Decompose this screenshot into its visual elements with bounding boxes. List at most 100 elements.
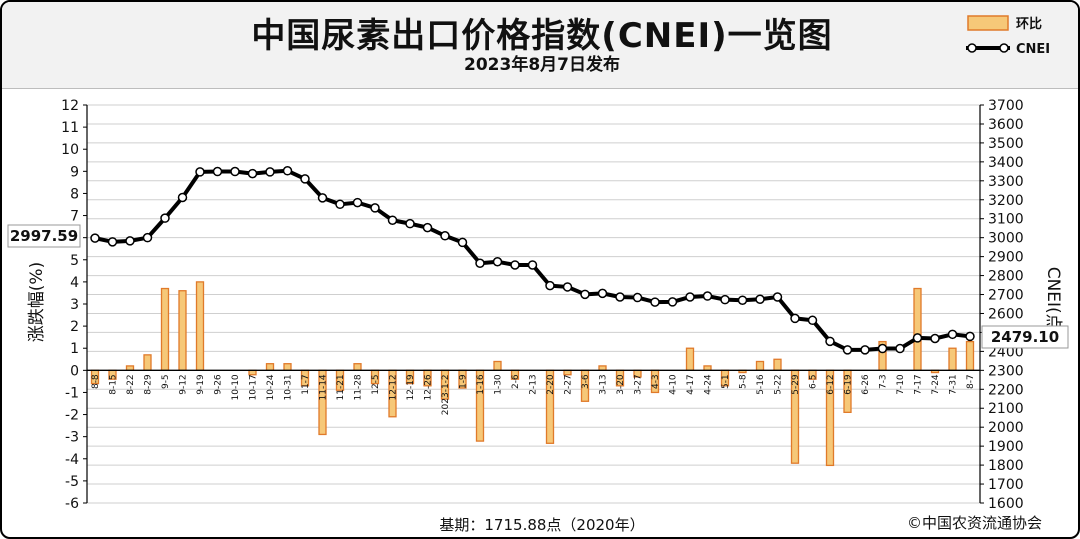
cnei-point — [160, 213, 170, 223]
cnei-point — [457, 237, 468, 248]
plot-area — [87, 105, 980, 503]
left-tick-label: -1 — [65, 385, 79, 401]
x-tick-label: 5-8 — [739, 374, 749, 389]
cnei-point — [387, 215, 398, 225]
x-tick-label: 3-13 — [599, 374, 609, 394]
x-tick-label: 7-31 — [949, 374, 959, 394]
legend: 环比 CNEI — [966, 15, 1050, 57]
x-tick-label: 7-24 — [931, 374, 941, 395]
header — [2, 2, 1078, 89]
cnei-point — [737, 295, 748, 305]
cnei-point — [177, 192, 188, 203]
x-tick-label: 5-29 — [791, 374, 801, 395]
x-tick-label: 8-7 — [966, 374, 976, 389]
x-tick-label: 9-26 — [214, 374, 224, 395]
left-tick-label: -5 — [65, 474, 79, 490]
bar — [685, 347, 695, 371]
footer-base: 基期：1715.88点（2020年） — [439, 516, 644, 534]
legend-bar-swatch — [967, 15, 1009, 31]
right-tick-label: 2300 — [988, 363, 1024, 379]
x-tick-label: 2-6 — [511, 374, 521, 389]
cnei-point — [685, 292, 695, 302]
right-tick-label: 3600 — [988, 117, 1024, 133]
bar — [178, 290, 187, 371]
cnei-point — [632, 292, 643, 303]
chart-subtitle: 2023年8月7日发布 — [464, 55, 620, 75]
x-tick-label: 2-27 — [564, 374, 574, 394]
x-tick-label: 8-22 — [126, 374, 136, 394]
bar — [493, 360, 502, 371]
right-tick-label: 3000 — [988, 231, 1024, 247]
left-tick-label: 8 — [70, 186, 79, 202]
left-tick-label: 0 — [70, 363, 79, 379]
left-tick-label: 4 — [70, 275, 79, 291]
x-tick-label: 8-8 — [91, 374, 101, 389]
x-tick-label: 6-19 — [844, 374, 854, 395]
cnei-point — [755, 294, 765, 305]
x-axis-ticks: 8-8 8-15 8-22 8-29 9-5 9-12 9-19 9-26 10-10 10-17… — [91, 374, 976, 415]
right-tick-label: 2200 — [988, 382, 1024, 398]
x-tick-label: 11-21 — [336, 374, 346, 400]
bar — [948, 347, 957, 371]
left-tick-label: 3 — [70, 297, 79, 313]
x-tick-label: 4-3 — [651, 374, 661, 389]
cnei-point — [90, 233, 100, 243]
line-series — [90, 166, 975, 355]
left-tick-label: -2 — [65, 408, 79, 424]
left-tick-label: -4 — [65, 452, 79, 468]
right-tick-label: 1700 — [988, 477, 1024, 493]
cnei-point — [510, 260, 520, 270]
cnei-point — [860, 345, 870, 355]
x-tick-label: 2023-1-2 — [441, 374, 451, 415]
right-tick-label: 3700 — [988, 98, 1024, 114]
x-tick-label: 5-1 — [721, 374, 731, 389]
x-tick-label: 2-20 — [546, 374, 556, 395]
cnei-point — [545, 280, 555, 291]
legend-line-marker-right — [999, 43, 1009, 53]
cnei-point — [597, 288, 608, 299]
x-tick-label: 12-19 — [406, 374, 416, 400]
left-tick-label: 12 — [61, 98, 79, 114]
x-tick-label: 12-26 — [424, 374, 434, 400]
x-tick-label: 5-22 — [774, 374, 784, 394]
left-tick-label: 7 — [70, 209, 79, 225]
cnei-point — [790, 313, 800, 324]
right-tick-label: 1900 — [988, 439, 1024, 455]
x-tick-label: 3-6 — [581, 374, 591, 389]
bar — [773, 358, 782, 371]
x-tick-label: 5-16 — [756, 374, 766, 395]
x-tick-label: 3-27 — [634, 374, 644, 394]
cnei-point — [335, 199, 345, 210]
bar — [913, 287, 922, 371]
cnei-point — [842, 345, 853, 355]
callout-last-box — [981, 325, 1069, 349]
bar — [965, 340, 975, 371]
right-tick-label: 3100 — [988, 212, 1024, 228]
x-tick-label: 1-9 — [459, 374, 469, 389]
cnei-point — [615, 292, 625, 302]
x-tick-label: 3-20 — [616, 374, 626, 395]
right-tick-label: 3500 — [988, 136, 1024, 152]
cnei-point — [352, 197, 363, 208]
left-tick-label: 9 — [70, 164, 79, 180]
x-tick-label: 1-16 — [476, 374, 486, 395]
x-tick-label: 9-19 — [196, 374, 206, 395]
cnei-point — [440, 231, 450, 241]
left-tick-label: 10 — [61, 142, 79, 158]
left-tick-label: 11 — [61, 120, 79, 136]
bar — [265, 363, 275, 371]
x-tick-label: 12-5 — [371, 374, 381, 394]
cnei-point — [912, 333, 923, 343]
bar — [353, 363, 362, 371]
cnei-point — [965, 331, 975, 342]
cnei-point — [300, 174, 310, 184]
x-tick-label: 9-5 — [161, 374, 171, 389]
bar — [283, 363, 292, 371]
bar — [143, 354, 152, 371]
chart-title: 中国尿素出口价格指数(CNEI)一览图 — [251, 16, 833, 56]
left-tick-label: 5 — [70, 253, 79, 269]
cnei-point — [195, 167, 205, 177]
x-tick-label: 1-30 — [494, 374, 504, 395]
cnei-point — [895, 343, 905, 354]
